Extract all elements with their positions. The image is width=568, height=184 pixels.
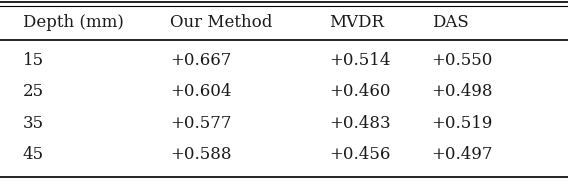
- Text: DAS: DAS: [432, 14, 469, 31]
- Text: +0.550: +0.550: [432, 52, 493, 69]
- Text: +0.519: +0.519: [432, 115, 493, 132]
- Text: +0.497: +0.497: [432, 146, 493, 163]
- Text: +0.604: +0.604: [170, 84, 232, 100]
- Text: +0.667: +0.667: [170, 52, 232, 69]
- Text: +0.514: +0.514: [329, 52, 391, 69]
- Text: Our Method: Our Method: [170, 14, 273, 31]
- Text: 15: 15: [23, 52, 44, 69]
- Text: +0.456: +0.456: [329, 146, 391, 163]
- Text: 25: 25: [23, 84, 44, 100]
- Text: MVDR: MVDR: [329, 14, 385, 31]
- Text: Depth (mm): Depth (mm): [23, 14, 124, 31]
- Text: +0.588: +0.588: [170, 146, 232, 163]
- Text: +0.460: +0.460: [329, 84, 391, 100]
- Text: +0.483: +0.483: [329, 115, 391, 132]
- Text: +0.498: +0.498: [432, 84, 493, 100]
- Text: +0.577: +0.577: [170, 115, 232, 132]
- Text: 45: 45: [23, 146, 44, 163]
- Text: 35: 35: [23, 115, 44, 132]
